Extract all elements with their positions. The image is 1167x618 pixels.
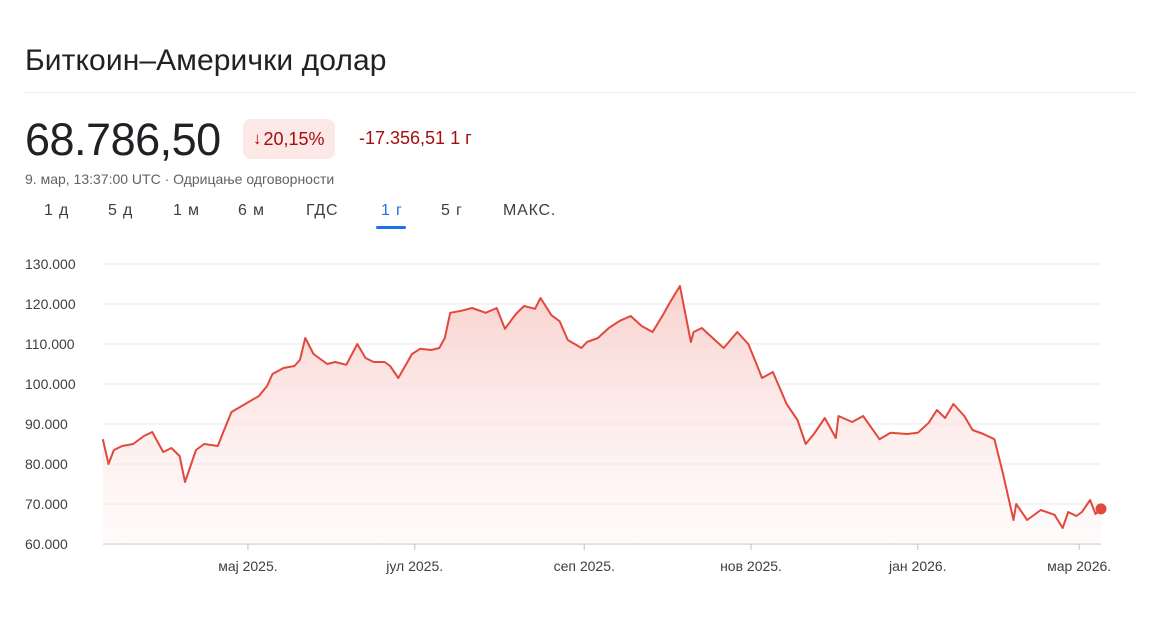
change-period-value: -17.356,51 1 г xyxy=(359,128,472,148)
tab-ytd[interactable]: ГДС xyxy=(306,202,339,219)
y-tick-label: 120.000 xyxy=(25,296,76,312)
x-tick-label: сеп 2025. xyxy=(554,558,615,574)
price-chart[interactable]: 60.000 70.000 80.000 90.000 100.000 110.000 12… xyxy=(0,240,1167,590)
change-percent-value: 20,15% xyxy=(263,128,325,149)
change-percent-badge: ↓ 20,15% xyxy=(243,119,335,159)
y-tick-label: 90.000 xyxy=(25,416,68,432)
x-tick-label: јан 2026. xyxy=(888,558,947,574)
timestamp-disclaimer[interactable]: 9. мар, 13:37:00 UTC · Одрицање одговорн… xyxy=(25,171,335,187)
x-tick-label: нов 2025. xyxy=(720,558,782,574)
tab-1m[interactable]: 1 м xyxy=(173,202,200,219)
current-price: 68.786,50 xyxy=(25,114,221,165)
tab-1y[interactable]: 1 г xyxy=(381,202,403,219)
tab-6m[interactable]: 6 м xyxy=(238,202,265,219)
tab-max[interactable]: МАКС. xyxy=(503,202,557,219)
tab-1d[interactable]: 1 д xyxy=(44,202,70,219)
tab-5y[interactable]: 5 г xyxy=(441,202,463,219)
y-tick-label: 80.000 xyxy=(25,456,68,472)
arrow-down-icon: ↓ xyxy=(253,129,262,148)
x-tick-label: мар 2026. xyxy=(1047,558,1111,574)
y-tick-label: 130.000 xyxy=(25,256,76,272)
active-tab-indicator xyxy=(376,226,406,229)
x-tick-label: мај 2025. xyxy=(218,558,277,574)
y-tick-label: 110.000 xyxy=(25,336,75,352)
x-tick-label: јул 2025. xyxy=(385,558,443,574)
current-price-dot xyxy=(1095,503,1107,515)
y-tick-label: 60.000 xyxy=(25,536,68,552)
price-area-fill xyxy=(103,286,1101,544)
price-line xyxy=(102,285,1102,529)
page-title: Биткоин–Амерички долар xyxy=(25,44,387,77)
y-tick-label: 70.000 xyxy=(25,496,68,512)
y-tick-label: 100.000 xyxy=(25,376,76,392)
header-divider xyxy=(25,92,1135,93)
tab-5d[interactable]: 5 д xyxy=(108,202,134,219)
